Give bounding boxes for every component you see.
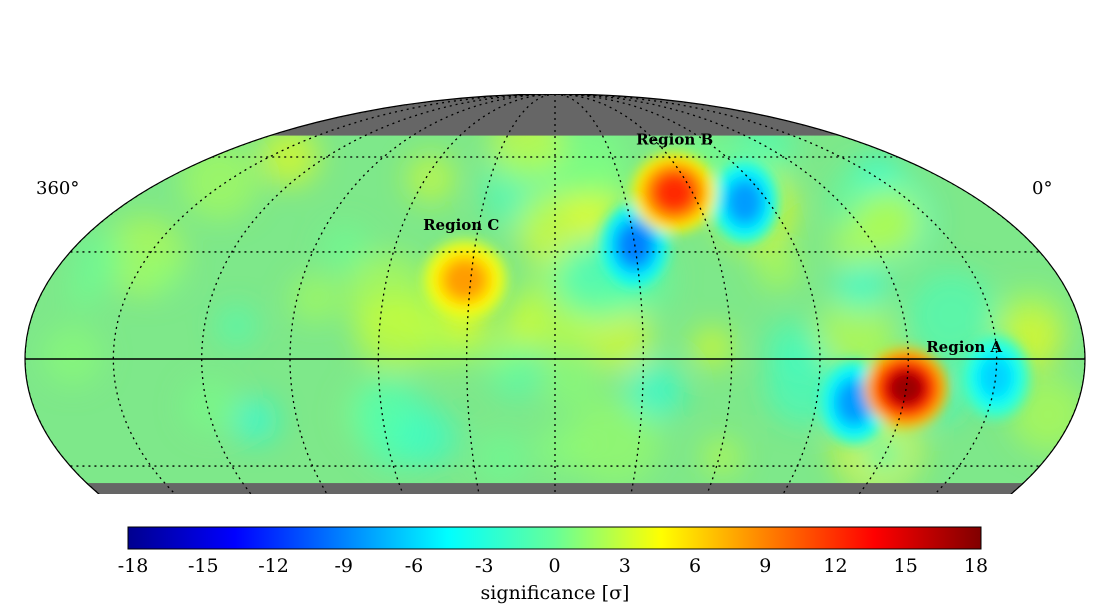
texture-patch	[852, 187, 922, 257]
texture-patch	[42, 325, 103, 387]
texture-patch	[569, 395, 661, 487]
texture-patch	[353, 377, 428, 452]
colorbar-tick-label: -6	[405, 555, 424, 577]
colorbar-tick-label: -9	[334, 555, 353, 577]
texture-patch	[585, 304, 652, 371]
colorbar-tick-label: 12	[823, 555, 847, 577]
texture-patch	[261, 128, 319, 186]
texture-patch	[355, 293, 434, 372]
texture-patch	[691, 326, 733, 368]
region-label: Region C	[423, 216, 499, 234]
texture-patch	[755, 245, 800, 289]
longitude-label-right: 0°	[1032, 178, 1052, 199]
texture-patch	[702, 437, 742, 477]
deficit-blob	[838, 383, 870, 422]
texture-patch	[290, 274, 340, 323]
colorbar-tick-label: -3	[475, 555, 494, 577]
texture-patch	[104, 215, 185, 297]
longitude-label-left: 360°	[36, 178, 79, 199]
texture-patch	[74, 231, 129, 287]
deficit-blob	[729, 183, 761, 222]
colorbar-tick-label: -18	[118, 555, 149, 577]
colorbar-tick-label: 0	[548, 555, 560, 577]
texture-patch	[906, 270, 997, 360]
texture-patch	[216, 305, 258, 347]
excess-blob	[446, 261, 484, 298]
texture-patch	[488, 344, 544, 400]
colorbar-tick-label: 15	[894, 555, 918, 577]
colorbar-tick-label: 9	[759, 555, 771, 577]
texture-patch	[320, 223, 372, 275]
colorbar-ticks: -18 -15 -12 -9 -6 -3 0 3 6 9 12 15 18	[118, 555, 988, 577]
texture-patch	[765, 319, 820, 374]
texture-patch	[833, 259, 888, 314]
excess-blob	[887, 370, 926, 407]
map-outline	[24, 94, 1086, 494]
colorbar-label: significance [σ]	[481, 582, 630, 604]
texture-patch	[406, 154, 456, 203]
colorbar-tick-label: -12	[258, 555, 289, 577]
texture-patch	[182, 378, 239, 434]
masked-region-bottom	[25, 483, 1085, 494]
colorbar-tick-label: 6	[689, 555, 701, 577]
texture-patch	[474, 431, 529, 486]
excess-blob	[655, 174, 694, 211]
deficit-blob	[980, 358, 1011, 397]
region-label: Region B	[636, 131, 713, 149]
colorbar: -18 -15 -12 -9 -6 -3 0 3 6 9 12 15 18 significance […	[118, 526, 988, 604]
texture-patch	[541, 352, 601, 411]
texture-patch	[232, 397, 279, 444]
region-label: Region A	[926, 338, 1002, 356]
colorbar-tick-label: -15	[188, 555, 219, 577]
colorbar-tick-label: 3	[619, 555, 631, 577]
colorbar-tick-label: 18	[964, 555, 988, 577]
texture-patch	[862, 433, 904, 475]
texture-patch	[626, 361, 684, 420]
colorbar-gradient	[127, 526, 982, 550]
region-labels: Region A Region B Region C	[423, 131, 1002, 356]
